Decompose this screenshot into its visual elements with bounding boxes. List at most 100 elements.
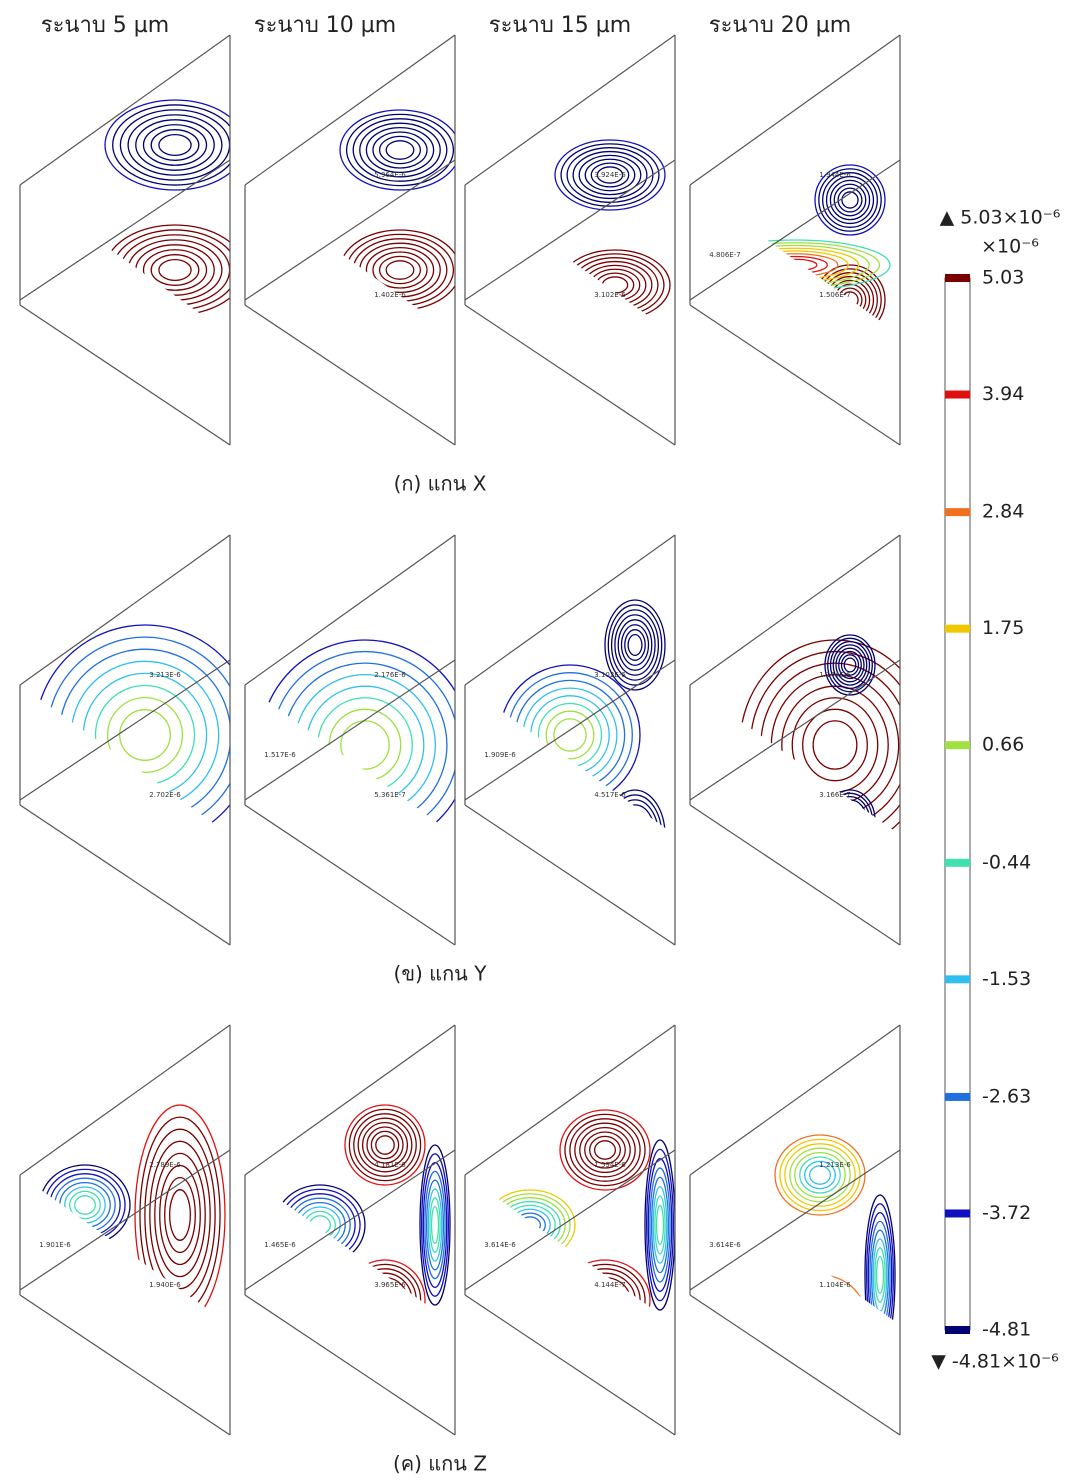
contour-line: [625, 820, 645, 851]
contour-panel: 2.789E-61.940E-61.901E-6: [20, 1025, 230, 1435]
contour-line: [360, 123, 440, 177]
contour-label: 1.909E-6: [484, 751, 516, 759]
colorbar-tick: [945, 625, 970, 633]
contour-line: [345, 1105, 425, 1185]
contour-line: [780, 1279, 860, 1350]
panel-edge: [20, 1295, 230, 1435]
contour-line: [523, 688, 617, 782]
panel-edge: [690, 1295, 900, 1435]
colorbar-tick-label: -3.72: [982, 1202, 1031, 1224]
contour-line: [761, 663, 909, 827]
contour-line: [628, 635, 642, 656]
contour-line: [376, 1136, 394, 1154]
contour-line: [136, 120, 214, 170]
colorbar-tick: [945, 1326, 970, 1334]
contour-line: [805, 1301, 836, 1328]
contour-line: [608, 795, 661, 875]
contour-line: [785, 1284, 855, 1346]
panel-edge: [465, 305, 675, 445]
contour-line: [159, 135, 191, 156]
contour-label: 1.594E-6: [594, 1161, 626, 1169]
contour-line: [105, 225, 245, 315]
contour-line: [272, 652, 459, 839]
panel-edge: [245, 805, 455, 945]
contours: [105, 100, 245, 315]
colorbar-tick: [945, 859, 970, 867]
contour-panel: 1.594E-64.144E-73.614E-6: [465, 1025, 675, 1435]
colorbar-min: ▼ -4.81×10⁻⁶: [931, 1351, 1059, 1373]
contour-line: [652, 1177, 669, 1272]
figure: ระนาบ 5 µmระนาบ 10 µmระนาบ 15 µmระนาบ 20…: [0, 0, 1066, 1476]
contour-label: 1.213E-6: [819, 1161, 851, 1169]
contour-panel: 3.213E-6 2.702E-6: [20, 535, 255, 945]
colorbar-tick-label: -1.53: [982, 968, 1031, 990]
contour-line: [831, 797, 870, 844]
contour-line: [795, 1293, 845, 1338]
contour-line: [872, 1230, 889, 1320]
contour-line: [345, 1260, 425, 1340]
panel-edge: [20, 1150, 230, 1290]
contour-line: [773, 259, 817, 271]
contour-line: [554, 719, 586, 751]
contour-line: [618, 810, 652, 860]
contour-line: [612, 800, 659, 870]
contour-label: 4.144E-7: [594, 1281, 625, 1289]
panel-edge: [465, 35, 675, 185]
contour-line: [71, 661, 218, 808]
colorbar-tick-label: 3.94: [982, 383, 1024, 405]
contour-line: [565, 1264, 645, 1335]
contour-line: [373, 252, 427, 288]
contour-line: [647, 1149, 674, 1300]
contour-line: [810, 1306, 831, 1324]
contour-line: [595, 1291, 616, 1309]
contour-line: [427, 1180, 444, 1270]
contour-line: [432, 1207, 439, 1244]
contour-label: 3.924E-6: [594, 171, 626, 179]
contour-line: [578, 262, 652, 309]
contour-line: [813, 721, 857, 769]
colorbar-tick: [945, 741, 970, 749]
colorbar-frame: [945, 278, 970, 1330]
panel-edge: [245, 535, 455, 685]
contour-line: [60, 1183, 110, 1228]
panel-edge: [465, 1295, 675, 1435]
contour-line: [628, 825, 642, 846]
colorbar-tick: [945, 1093, 970, 1101]
contour-line: [159, 260, 191, 281]
column-header: ระนาบ 15 µm: [489, 13, 631, 38]
contour-label: 2.702E-6: [149, 791, 181, 799]
colorbar-tick-label: 0.66: [982, 734, 1024, 756]
contour-line: [283, 663, 447, 827]
contour-line: [341, 721, 389, 769]
contour-line: [386, 261, 414, 279]
contour-line: [622, 815, 649, 856]
contour-line: [275, 1185, 365, 1265]
contour-line: [615, 805, 655, 865]
contour-label: 1.402E-6: [374, 291, 406, 299]
contour-label: 3.213E-6: [149, 671, 181, 679]
contour-line: [59, 649, 231, 821]
contour-label: 1.104E-6: [819, 1281, 851, 1289]
contour-line: [531, 696, 609, 774]
colorbar-max: ▲ 5.03×10⁻⁶: [940, 207, 1061, 229]
colorbar-tick-label: 1.75: [982, 617, 1024, 639]
contour-line: [877, 1257, 884, 1294]
contour-line: [373, 132, 427, 168]
contour-line: [836, 803, 864, 837]
panel-edge: [690, 660, 900, 800]
contour-line: [144, 250, 207, 291]
panel-edge: [465, 805, 675, 945]
contour-line: [128, 115, 222, 175]
contour-line: [842, 192, 858, 208]
contour-line: [566, 254, 664, 316]
panel-edge: [245, 660, 455, 800]
contour-label: 1.465E-6: [264, 1241, 296, 1249]
colorbar-tick-label: -0.44: [982, 851, 1031, 873]
contour-line: [310, 1216, 331, 1234]
contours: [485, 1110, 675, 1340]
panel-edge: [20, 1025, 230, 1175]
contour-label: 1.944E-6: [819, 171, 851, 179]
panel-caption: (ค) แกน Z: [393, 1452, 487, 1476]
contour-line: [349, 1109, 420, 1180]
contour-line: [371, 1286, 398, 1313]
